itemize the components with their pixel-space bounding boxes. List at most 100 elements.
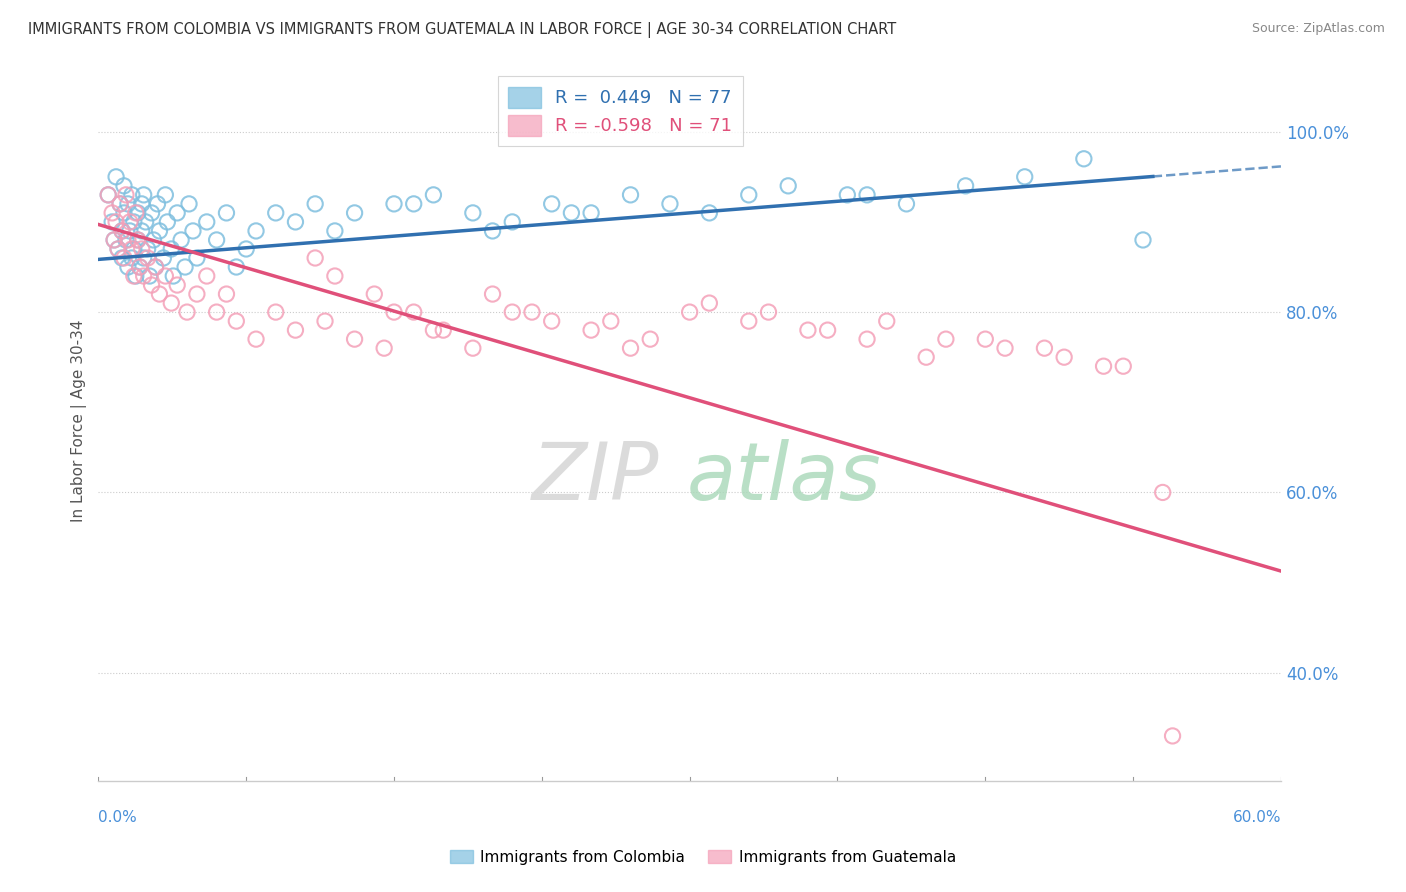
Point — [955, 178, 977, 193]
Point — [304, 251, 326, 265]
Point — [125, 268, 148, 283]
Point — [599, 314, 621, 328]
Text: Source: ZipAtlas.com: Source: ZipAtlas.com — [1251, 22, 1385, 36]
Point — [738, 187, 761, 202]
Point — [131, 197, 153, 211]
Point — [994, 341, 1017, 355]
Point — [122, 242, 145, 256]
Point — [935, 332, 957, 346]
Point — [215, 206, 238, 220]
Point — [481, 287, 503, 301]
Point — [679, 305, 702, 319]
Point — [304, 197, 326, 211]
Point — [245, 224, 267, 238]
Point — [141, 278, 163, 293]
Point — [132, 268, 155, 283]
Legend: R =  0.449   N = 77, R = -0.598   N = 71: R = 0.449 N = 77, R = -0.598 N = 71 — [498, 76, 744, 146]
Point — [738, 314, 761, 328]
Point — [560, 206, 582, 220]
Text: ZIP: ZIP — [531, 439, 659, 517]
Point — [132, 187, 155, 202]
Point — [136, 251, 159, 265]
Point — [136, 242, 159, 256]
Point — [619, 187, 641, 202]
Point — [97, 187, 120, 202]
Point — [699, 296, 721, 310]
Point — [658, 197, 681, 211]
Point — [127, 233, 149, 247]
Point — [1073, 152, 1095, 166]
Point — [142, 233, 165, 247]
Point — [1092, 359, 1115, 374]
Point — [778, 178, 800, 193]
Point — [138, 268, 160, 283]
Point — [101, 215, 124, 229]
Point — [540, 197, 562, 211]
Point — [155, 187, 177, 202]
Point — [264, 206, 287, 220]
Point — [181, 224, 204, 238]
Point — [422, 187, 444, 202]
Point — [117, 260, 139, 274]
Point — [1033, 341, 1056, 355]
Point — [156, 215, 179, 229]
Point — [481, 224, 503, 238]
Point — [177, 197, 200, 211]
Point — [215, 287, 238, 301]
Point — [162, 268, 184, 283]
Point — [579, 323, 602, 337]
Point — [619, 341, 641, 355]
Point — [125, 206, 148, 220]
Point — [540, 314, 562, 328]
Point — [121, 187, 143, 202]
Point — [501, 215, 523, 229]
Point — [638, 332, 661, 346]
Point — [170, 233, 193, 247]
Legend: Immigrants from Colombia, Immigrants from Guatemala: Immigrants from Colombia, Immigrants fro… — [444, 844, 962, 871]
Point — [148, 287, 170, 301]
Point — [121, 242, 143, 256]
Point — [108, 197, 131, 211]
Point — [105, 215, 128, 229]
Point — [115, 187, 138, 202]
Point — [896, 197, 918, 211]
Point — [111, 251, 134, 265]
Point — [117, 233, 139, 247]
Point — [111, 224, 134, 238]
Text: 0.0%: 0.0% — [98, 810, 138, 825]
Point — [1132, 233, 1154, 247]
Point — [127, 206, 149, 220]
Point — [1014, 169, 1036, 184]
Text: IMMIGRANTS FROM COLOMBIA VS IMMIGRANTS FROM GUATEMALA IN LABOR FORCE | AGE 30-34: IMMIGRANTS FROM COLOMBIA VS IMMIGRANTS F… — [28, 22, 897, 38]
Point — [876, 314, 898, 328]
Point — [122, 215, 145, 229]
Point — [461, 341, 484, 355]
Point — [343, 206, 366, 220]
Point — [160, 242, 183, 256]
Point — [166, 206, 188, 220]
Point — [284, 215, 307, 229]
Point — [131, 242, 153, 256]
Point — [245, 332, 267, 346]
Point — [195, 268, 218, 283]
Point — [141, 206, 163, 220]
Point — [225, 260, 247, 274]
Point — [132, 251, 155, 265]
Point — [111, 224, 134, 238]
Point — [148, 224, 170, 238]
Y-axis label: In Labor Force | Age 30-34: In Labor Force | Age 30-34 — [72, 319, 87, 522]
Point — [103, 233, 125, 247]
Point — [160, 296, 183, 310]
Point — [128, 260, 150, 274]
Point — [235, 242, 257, 256]
Point — [112, 251, 135, 265]
Point — [166, 278, 188, 293]
Point — [195, 215, 218, 229]
Point — [186, 251, 208, 265]
Point — [176, 305, 198, 319]
Point — [97, 187, 120, 202]
Point — [264, 305, 287, 319]
Point — [837, 187, 859, 202]
Point — [402, 197, 425, 211]
Point — [117, 197, 139, 211]
